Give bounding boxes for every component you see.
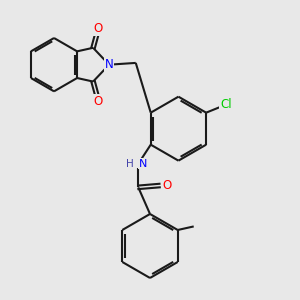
Text: O: O [94, 22, 103, 35]
Text: N: N [105, 58, 113, 71]
Text: Cl: Cl [220, 98, 232, 111]
Text: H: H [126, 158, 134, 169]
Text: O: O [163, 179, 172, 192]
Text: N: N [139, 158, 147, 169]
Text: O: O [94, 94, 103, 108]
